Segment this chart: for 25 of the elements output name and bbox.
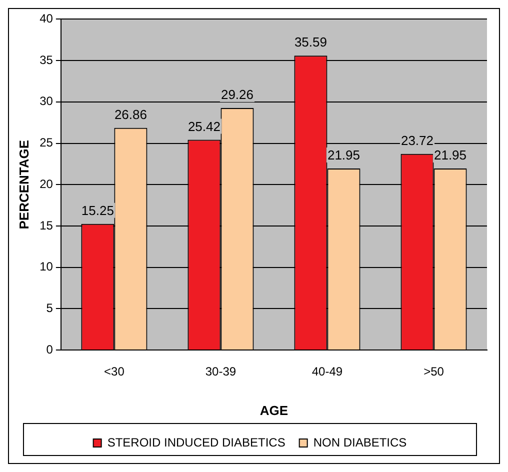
y-tick-label: 40: [40, 12, 54, 26]
x-tick-label: >50: [424, 364, 444, 379]
x-tick-label: 30-39: [205, 364, 236, 379]
data-label: 25.42: [188, 118, 220, 134]
y-tick-label: 10: [40, 260, 54, 274]
y-tick-label: 25: [40, 136, 54, 150]
y-tick-label: 35: [40, 52, 54, 67]
x-tick-label: 40-49: [312, 364, 343, 379]
y-tick-label: 20: [40, 176, 54, 191]
legend-label: NON DIABETICS: [313, 435, 407, 450]
y-tick-label: 30: [40, 94, 54, 108]
data-label: 21.95: [327, 148, 360, 163]
data-label: 26.86: [114, 106, 147, 122]
data-label: 21.95: [434, 148, 467, 163]
x-tick-label: <30: [104, 364, 125, 379]
data-label: 35.59: [294, 34, 327, 50]
data-label: 15.25: [81, 202, 114, 218]
data-label: 29.26: [220, 87, 254, 102]
x-axis-title: AGE: [260, 402, 288, 418]
y-tick-label: 15: [40, 218, 54, 232]
data-label: 23.72: [400, 132, 434, 148]
y-axis-title: PERCENTAGE: [16, 140, 32, 230]
y-tick-label: 0: [46, 342, 54, 356]
y-tick-label: 5: [46, 300, 54, 315]
legend-label: STEROID INDUCED DIABETICS: [107, 435, 286, 450]
